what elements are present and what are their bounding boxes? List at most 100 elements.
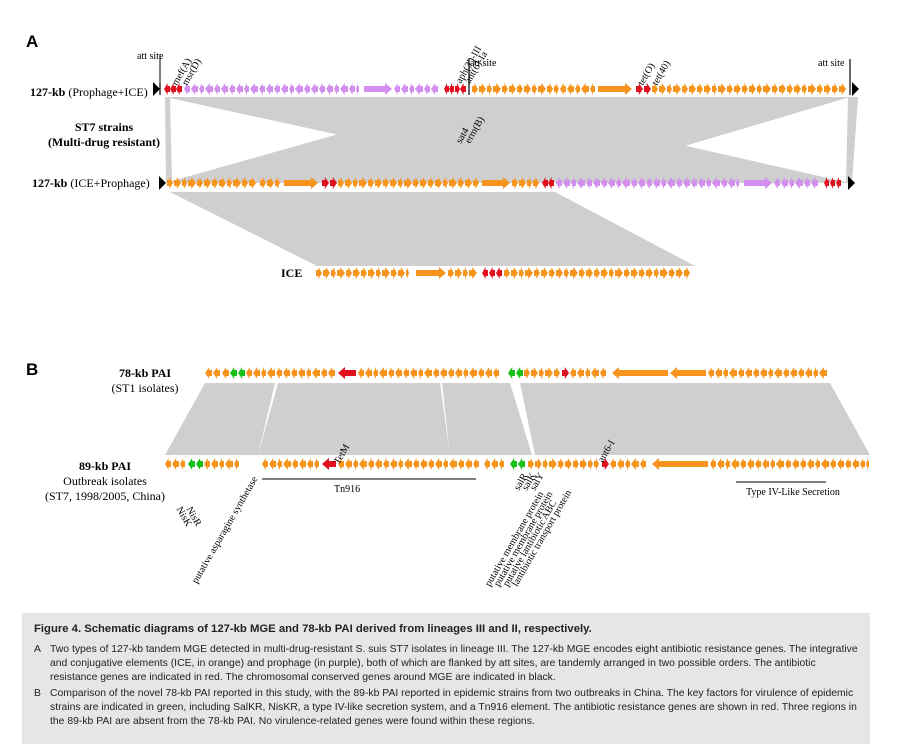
gene-arrow: [527, 177, 532, 189]
gene-arrow: [167, 177, 173, 189]
gene-arrow: [579, 267, 585, 279]
synteny-band: [520, 383, 870, 455]
genome-diagram: [153, 54, 870, 483]
gene-arrow: [449, 83, 454, 95]
gene-arrow: [368, 458, 374, 470]
gene-arrow: [755, 458, 761, 470]
gene-arrow: [433, 367, 439, 379]
caption-title: Figure 4. Schematic diagrams of 127-kb M…: [34, 623, 592, 635]
gene-arrow: [338, 458, 344, 470]
gene-arrow: [570, 367, 576, 379]
gene-arrow: [312, 367, 320, 379]
gene-arrow: [420, 177, 427, 189]
gene-arrow: [565, 458, 572, 470]
gene-arrow: [174, 177, 181, 189]
gene-arrow: [509, 83, 516, 95]
synteny-band: [846, 97, 858, 183]
gene-arrow: [845, 458, 851, 470]
gene-arrow: [762, 458, 769, 470]
gene-arrow: [639, 267, 645, 279]
gene-arrow: [328, 367, 335, 379]
gene-arrow: [361, 267, 367, 279]
gene-arrow: [487, 83, 492, 95]
gene-arrow: [538, 83, 546, 95]
gene-arrow: [616, 177, 621, 189]
gene-arrow: [269, 458, 276, 470]
gene-arrow: [753, 367, 759, 379]
gene-arrow: [479, 83, 486, 95]
gene-arrow: [222, 367, 229, 379]
gene-arrow: [219, 177, 226, 189]
gene-arrow: [783, 367, 789, 379]
gene-arrow: [535, 458, 542, 470]
gene-arrow: [281, 83, 288, 95]
gene-arrow: [830, 177, 835, 189]
gene-arrow: [319, 83, 325, 95]
conserved-gene: [153, 82, 160, 96]
gene-arrow: [785, 458, 791, 470]
gene-arrow: [804, 177, 810, 189]
gene-arrow: [292, 458, 298, 470]
gene-arrow: [463, 367, 468, 379]
gene-arrow: [322, 177, 329, 189]
gene-arrow: [721, 177, 727, 189]
gene-arrow: [444, 83, 449, 95]
gene-arrow: [571, 177, 576, 189]
gene-arrow: [591, 367, 599, 379]
gene-arrow: [401, 83, 408, 95]
gene-arrow: [727, 83, 733, 95]
gene-arrow: [549, 458, 557, 470]
gene-arrow: [602, 458, 609, 470]
gene-arrow: [298, 367, 305, 379]
gene-tracks: [153, 82, 869, 470]
gene-arrow: [511, 267, 518, 279]
gene-arrow: [170, 83, 176, 95]
gene-arrow: [646, 177, 652, 189]
gene-arrow: [670, 367, 706, 379]
gene-arrow: [253, 367, 260, 379]
gene-arrow: [398, 267, 405, 279]
gene-arrow: [586, 177, 592, 189]
gene-arrow: [504, 267, 510, 279]
gene-arrow: [590, 83, 595, 95]
gene-arrow: [196, 458, 203, 470]
gene-arrow: [205, 367, 212, 379]
gene-arrow: [390, 458, 397, 470]
gene-arrow: [598, 83, 632, 95]
gene-arrow: [691, 177, 697, 189]
gene-arrow: [295, 83, 303, 95]
gene-arrow: [428, 458, 434, 470]
gene-arrow: [266, 83, 273, 95]
gene-arrow: [712, 177, 720, 189]
gene-arrow: [345, 177, 352, 189]
gene-arrow: [448, 267, 454, 279]
gene-arrow: [473, 458, 479, 470]
gene-arrow: [404, 177, 412, 189]
gene-arrow: [567, 83, 574, 95]
gene-arrow: [274, 83, 280, 95]
gene-arrow: [283, 458, 291, 470]
gene-arrow: [261, 367, 266, 379]
gene-arrow: [802, 83, 807, 95]
gene-arrow: [836, 177, 841, 189]
gene-arrow: [188, 458, 195, 470]
gene-arrow: [636, 83, 643, 95]
gene-arrow: [469, 367, 477, 379]
gene-arrow: [652, 458, 708, 470]
gene-arrow: [717, 458, 724, 470]
gene-arrow: [359, 177, 367, 189]
gene-arrow: [573, 458, 579, 470]
gene-arrow: [316, 267, 322, 279]
gene-arrow: [356, 83, 359, 95]
gene-arrow: [435, 458, 442, 470]
gene-arrow: [449, 177, 457, 189]
gene-arrow: [284, 177, 318, 189]
gene-arrow: [304, 83, 310, 95]
gene-arrow: [631, 177, 637, 189]
gene-arrow: [795, 177, 803, 189]
gene-arrow: [413, 177, 419, 189]
gene-arrow: [570, 267, 578, 279]
gene-arrow: [807, 458, 814, 470]
gene-arrow: [244, 83, 249, 95]
gene-arrow: [260, 177, 266, 189]
